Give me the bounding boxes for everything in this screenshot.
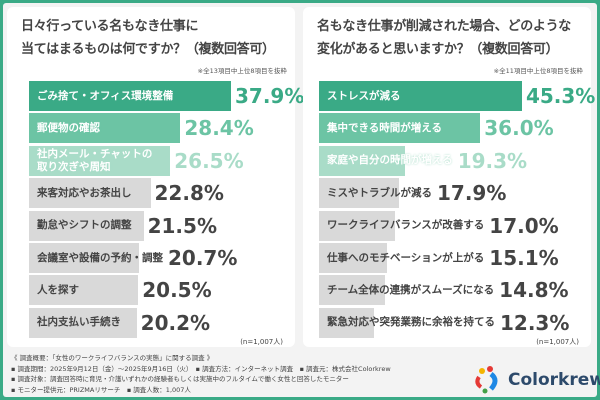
- bar-label: 来客対応やお茶出し: [37, 186, 132, 199]
- data-label: 37.9%: [235, 84, 305, 108]
- bar: ごみ捨て・オフィス環境整備: [29, 81, 231, 111]
- data-label: 20.5%: [142, 278, 212, 303]
- bar: ワークライフバランスが改善する: [319, 210, 484, 241]
- sample-size: (n=1,007人): [536, 338, 579, 346]
- chart-title: 日々行っている名もなき仕事に 当てはまるものは何ですか？（複数回答可）: [21, 19, 275, 57]
- survey-overview: 《 調査概要：「女性のワークライフバランスの実態」に関する調査 》 ▪ 調査期間…: [11, 353, 391, 395]
- left-chart-panel: 日々行っている名もなき仕事に 当てはまるものは何ですか？（複数回答可） ※全13…: [7, 7, 304, 347]
- data-label: 17.9%: [437, 181, 507, 206]
- data-label: 22.8%: [154, 181, 224, 206]
- bar-label: 会議室や設備の予約・調整: [37, 251, 163, 264]
- footer-line: ▪ 調査対象：調査回答時に育児・介護いずれかの経験者もしくは実施中のフルタイムで…: [11, 375, 349, 383]
- data-label: 19.3%: [457, 148, 528, 173]
- infographic: 日々行っている名もなき仕事に 当てはまるものは何ですか？（複数回答可） ※全13…: [3, 3, 600, 397]
- bar-label: 人を探す: [37, 283, 79, 296]
- colorkrew-logo: Colorkrew: [473, 365, 600, 395]
- logo-mark-icon: [475, 366, 498, 394]
- data-label: 26.5%: [174, 148, 244, 173]
- data-label: 21.5%: [147, 213, 217, 238]
- data-label: 36.0%: [484, 116, 554, 141]
- bar-label: ミスやトラブルが減る: [327, 186, 432, 199]
- chart-note: ※全13項目中上位8項目を抜粋: [197, 67, 287, 75]
- bar-label: 郵便物の確認: [37, 121, 100, 134]
- bar: 集中できる時間が増える: [319, 113, 481, 144]
- bar: 来客対応やお茶出し: [29, 178, 151, 209]
- data-label: 17.0%: [489, 213, 559, 238]
- bar: ミスやトラブルが減る: [319, 178, 432, 209]
- bar: 会議室や設備の予約・調整: [29, 243, 163, 273]
- data-label: 15.1%: [489, 246, 559, 270]
- logo-text: Colorkrew: [508, 370, 600, 390]
- right-chart-panel: 名もなき仕事が削減された場合、どのような 変化があると思いますか？（複数回答可）…: [303, 7, 595, 347]
- data-label: 28.4%: [184, 116, 254, 141]
- bar: 社内メール・チャットの 取り次ぎや周知: [29, 145, 171, 176]
- bar: 緊急対応や突発業務に余裕を持てる: [319, 307, 495, 338]
- data-label: 20.2%: [140, 310, 211, 335]
- bar-label: 集中できる時間が増える: [327, 121, 442, 134]
- bar-label: 勤怠やシフトの調整: [37, 219, 132, 232]
- footer-line: 《 調査概要：「女性のワークライフバランスの実態」に関する調査 》: [11, 354, 214, 362]
- chart-note: ※全11項目中上位8項目を抜粋: [493, 67, 583, 75]
- bar-label: 仕事へのモチベーションが上がる: [327, 251, 485, 264]
- bar-label: チーム全体の連携がスムーズになる: [327, 283, 495, 296]
- bar-label: ストレスが減る: [327, 89, 401, 102]
- bar: 郵便物の確認: [29, 113, 181, 144]
- bar: 仕事へのモチベーションが上がる: [319, 243, 484, 273]
- bar-label: ごみ捨て・オフィス環境整備: [37, 89, 174, 102]
- bar: ストレスが減る: [319, 81, 522, 111]
- chart-title: 名もなき仕事が削減された場合、どのような 変化があると思いますか？（複数回答可）: [317, 19, 572, 57]
- bar: 勤怠やシフトの調整: [29, 210, 144, 241]
- bar-label: 家庭や自分の時間が増える: [327, 154, 453, 167]
- sample-size: (n=1,007人): [240, 338, 283, 346]
- bar-label: 社内メール・チャットの 取り次ぎや周知: [37, 147, 153, 173]
- data-label: 12.3%: [500, 310, 570, 335]
- bar: 人を探す: [29, 275, 139, 306]
- bar: チーム全体の連携がスムーズになる: [319, 275, 494, 306]
- footer-line: ▪ モニター提供元：PRIZMAリサーチ ▪ 調査人数：1,007人: [11, 385, 191, 394]
- bar-label: 緊急対応や突発業務に余裕を持てる: [327, 316, 495, 329]
- footer-line: ▪ 調査期間：2025年9月12日（金）～2025年9月16日（火） ▪ 調査方…: [11, 364, 391, 373]
- bar: 家庭や自分の時間が増える: [319, 145, 453, 176]
- bar-label: 社内支払い手続き: [37, 316, 121, 329]
- data-label: 14.8%: [499, 278, 569, 303]
- data-label: 20.7%: [168, 246, 238, 270]
- bar-label: ワークライフバランスが改善する: [327, 219, 485, 232]
- data-label: 45.3%: [525, 84, 596, 108]
- bar: 社内支払い手続き: [29, 307, 137, 338]
